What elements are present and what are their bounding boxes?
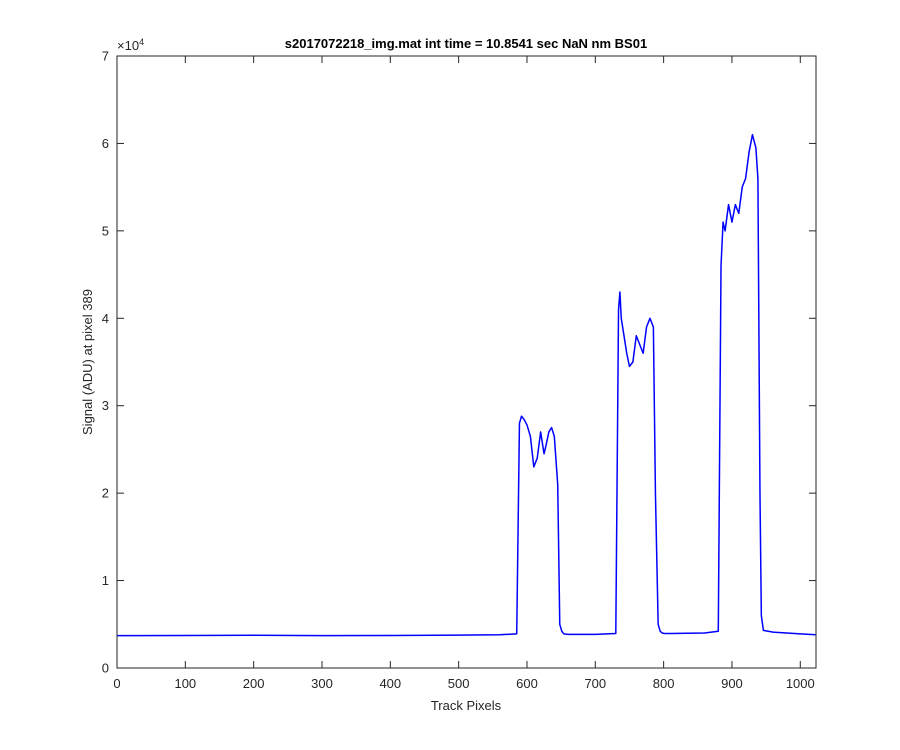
- y-axis-label: Signal (ADU) at pixel 389: [80, 289, 95, 435]
- x-tick-label: 700: [584, 676, 606, 691]
- x-tick-label: 600: [516, 676, 538, 691]
- x-tick-label: 0: [113, 676, 120, 691]
- plot-area: [117, 56, 816, 668]
- x-tick-label: 800: [653, 676, 675, 691]
- chart-title: s2017072218_img.mat int time = 10.8541 s…: [285, 36, 647, 51]
- signal-series-line: [116, 133, 817, 637]
- y-tick-label: 7: [102, 49, 109, 64]
- x-tick-label: 200: [243, 676, 265, 691]
- y-tick-label: 5: [102, 223, 109, 238]
- x-tick-label: 1000: [786, 676, 815, 691]
- y-tick-label: 3: [102, 398, 109, 413]
- y-tick-label: 4: [102, 311, 109, 326]
- x-axis-label: Track Pixels: [431, 698, 502, 713]
- y-exponent-power: 4: [139, 37, 144, 47]
- x-tick-label: 500: [448, 676, 470, 691]
- x-tick-label: 900: [721, 676, 743, 691]
- y-exponent-base: ×10: [117, 38, 139, 53]
- x-tick-label: 300: [311, 676, 333, 691]
- y-tick-label: 1: [102, 573, 109, 588]
- y-tick-label: 2: [102, 486, 109, 501]
- y-exponent-label: ×104: [117, 37, 144, 53]
- x-tick-label: 100: [174, 676, 196, 691]
- y-ticks: 0 1 2 3 4 5 6 7: [102, 49, 816, 676]
- y-tick-label: 6: [102, 136, 109, 151]
- axes-box: [116, 55, 817, 669]
- y-tick-label: 0: [102, 661, 109, 676]
- x-tick-label: 400: [379, 676, 401, 691]
